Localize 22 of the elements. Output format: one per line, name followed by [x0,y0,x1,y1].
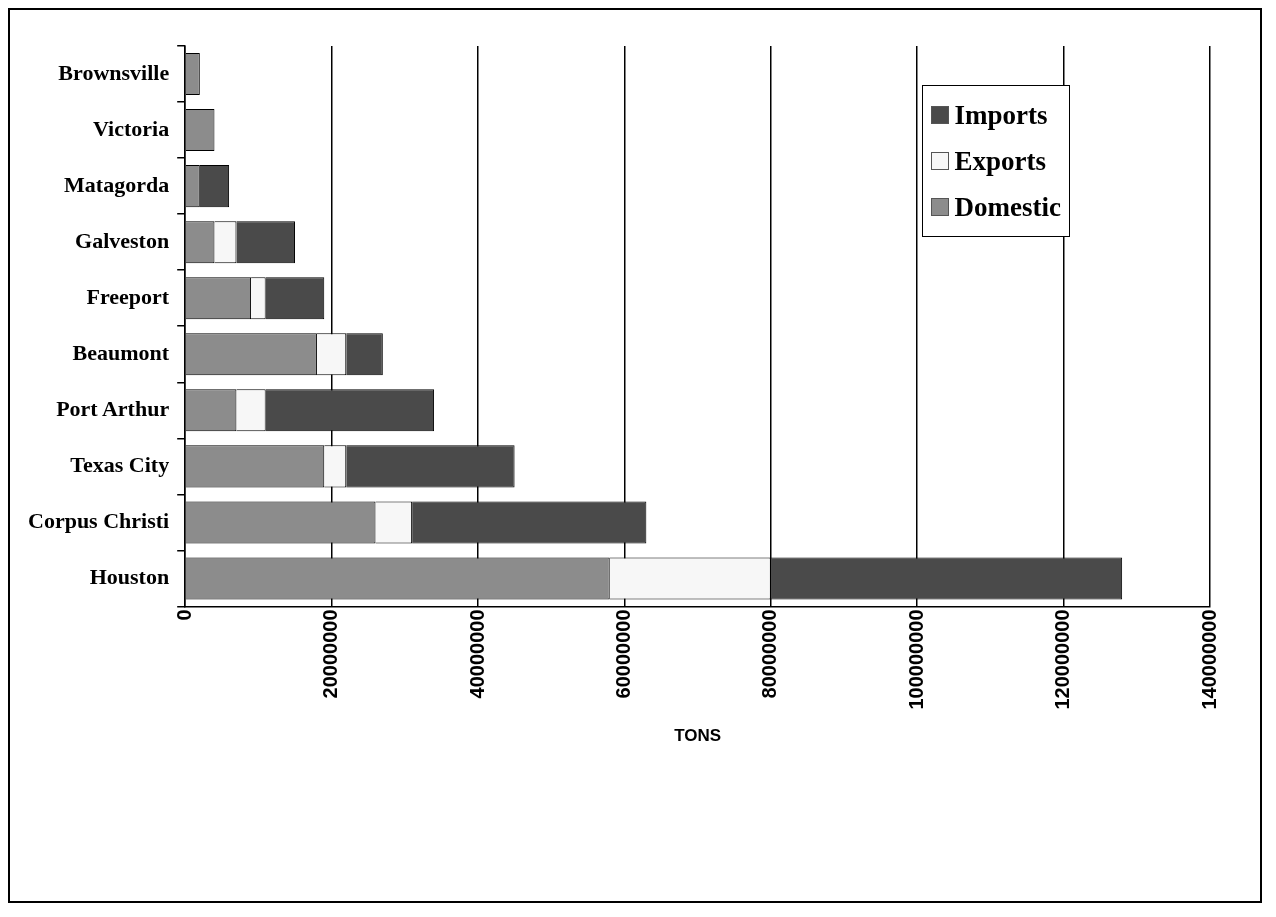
y-tick-label: Corpus Christi [28,508,170,534]
x-tick-label: 20000000 [319,609,342,699]
y-tick-label: Freeport [86,283,170,309]
y-tick-label: Matagorda [64,171,170,197]
y-tick-label: Victoria [93,115,170,141]
legend-label: Domestic [954,191,1061,223]
x-axis-title: TONS [674,726,722,746]
y-tick-label: Beaumont [72,339,170,365]
x-tick-label: 80000000 [758,609,781,699]
y-tick-label: Houston [89,564,170,590]
legend-label: Exports [954,145,1047,177]
y-tick-label: Texas City [70,452,170,478]
x-tick-label: 100000000 [904,609,927,710]
x-tick-label: 140000000 [1197,609,1220,710]
y-tick-label: Brownsville [58,59,170,85]
x-tick-label: 40000000 [465,609,488,699]
x-tick-label: 60000000 [611,609,634,699]
y-tick-label: Galveston [75,227,170,253]
x-tick-label: 0 [172,609,195,621]
y-tick-label: Port Arthur [56,396,170,422]
legend-label: Imports [954,99,1048,131]
x-tick-label: 120000000 [1051,609,1074,710]
